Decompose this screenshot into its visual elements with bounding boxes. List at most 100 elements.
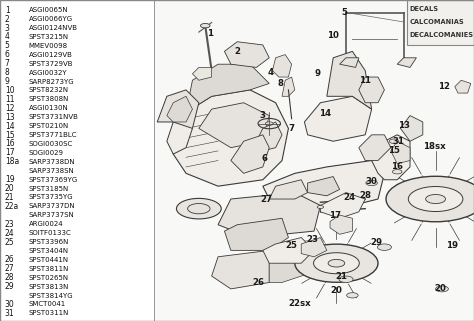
Text: MMEV0098: MMEV0098 [28,43,68,49]
Text: ARGI0024: ARGI0024 [28,221,63,227]
Text: 4: 4 [268,68,274,77]
Polygon shape [192,67,211,80]
Polygon shape [372,135,410,180]
Text: 29: 29 [5,282,14,291]
Ellipse shape [436,286,448,292]
Text: 6: 6 [5,50,9,59]
Ellipse shape [339,276,353,282]
Ellipse shape [386,176,474,222]
Polygon shape [327,51,372,109]
Polygon shape [391,141,410,164]
Ellipse shape [317,205,324,209]
Polygon shape [301,238,327,257]
Text: 3: 3 [5,23,9,32]
Polygon shape [263,160,384,205]
Text: 26: 26 [252,278,264,287]
Text: ASGI0130N: ASGI0130N [28,105,68,111]
Polygon shape [225,42,269,67]
Polygon shape [186,64,269,112]
Text: SPST0265N: SPST0265N [28,275,69,281]
Text: SPST3215N: SPST3215N [28,34,69,40]
Text: 22sx: 22sx [288,299,311,308]
Text: 19: 19 [5,175,14,184]
Text: 17: 17 [5,148,14,157]
Polygon shape [330,215,353,234]
Text: SOITF0133C: SOITF0133C [28,230,71,236]
Ellipse shape [389,139,399,143]
Text: 13: 13 [5,113,14,122]
Text: 24: 24 [5,229,14,238]
Text: SPST0441N: SPST0441N [28,257,69,263]
Text: 1: 1 [207,29,213,38]
Text: SARP3738DN: SARP3738DN [28,159,75,165]
Text: 31: 31 [5,309,14,318]
Ellipse shape [176,198,221,219]
Text: 11: 11 [359,76,371,85]
Text: 12: 12 [438,82,450,91]
Polygon shape [173,90,288,186]
Polygon shape [320,193,365,218]
Polygon shape [273,55,292,77]
Text: ASGI0065N: ASGI0065N [28,7,68,13]
Text: SARP3738SN: SARP3738SN [28,168,74,174]
Text: 3: 3 [260,111,266,120]
Text: SPST3814YG: SPST3814YG [28,292,73,299]
Text: 7: 7 [5,59,9,68]
Ellipse shape [313,253,359,274]
Text: 1: 1 [5,6,9,15]
Polygon shape [304,96,372,141]
Polygon shape [211,250,269,289]
Polygon shape [282,77,295,96]
Text: 5: 5 [341,8,347,17]
Text: 15: 15 [388,146,400,155]
Text: 21: 21 [335,272,347,281]
Polygon shape [359,77,384,103]
Text: 28: 28 [359,191,371,200]
Text: 21: 21 [5,193,14,202]
Text: 14: 14 [5,122,14,131]
Text: 7: 7 [289,124,295,133]
Polygon shape [167,96,192,122]
Ellipse shape [426,195,446,204]
Text: 24: 24 [343,193,356,202]
Text: DECALCOMANIES: DECALCOMANIES [410,32,474,38]
Text: 27: 27 [260,195,272,204]
Text: 5: 5 [5,41,9,50]
Text: 25: 25 [286,241,298,250]
Polygon shape [256,122,282,151]
Text: SARP3737SN: SARP3737SN [28,212,74,218]
Text: 20: 20 [5,184,14,193]
Polygon shape [231,135,269,173]
Polygon shape [199,103,269,148]
Text: 23: 23 [306,235,319,244]
Polygon shape [401,116,423,141]
Text: 27: 27 [5,264,14,273]
Text: 8: 8 [277,79,283,88]
Text: SPST3396N: SPST3396N [28,239,69,245]
Text: SARP8273YG: SARP8273YG [28,79,74,84]
Text: ASGI0129VB: ASGI0129VB [28,52,73,58]
Text: 10: 10 [327,31,339,40]
Text: 26: 26 [5,255,14,265]
Text: 17: 17 [329,211,341,220]
Text: 9: 9 [314,69,320,78]
Polygon shape [308,177,339,196]
Polygon shape [455,80,471,93]
Text: SPST3404N: SPST3404N [28,248,69,254]
Polygon shape [225,218,288,250]
Polygon shape [269,180,308,199]
Text: SPST3729VB: SPST3729VB [28,61,73,67]
Text: 4: 4 [5,32,9,41]
Text: SMCT0041: SMCT0041 [28,301,66,308]
Text: 30: 30 [5,300,15,309]
Text: 23: 23 [5,220,14,229]
Ellipse shape [295,244,378,282]
Text: SPST3771BLC: SPST3771BLC [28,132,77,138]
Text: 19: 19 [446,241,457,250]
Text: 11: 11 [5,95,14,104]
Text: SPST37369YG: SPST37369YG [28,177,78,183]
Text: 20: 20 [330,286,342,295]
Text: SPST3808N: SPST3808N [28,96,69,102]
Text: ASGI0032Y: ASGI0032Y [28,70,67,76]
Text: 30: 30 [365,177,378,186]
